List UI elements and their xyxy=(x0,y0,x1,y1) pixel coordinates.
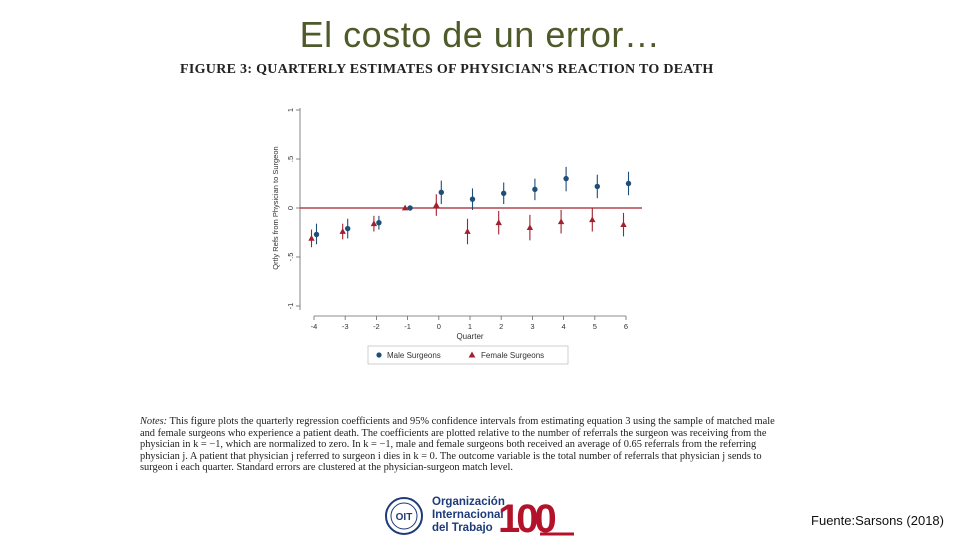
x-tick-label: -1 xyxy=(404,322,411,331)
female-point xyxy=(495,219,502,226)
y-axis-label: Qrtly Refs from Physician to Surgeon xyxy=(271,146,280,269)
male-point xyxy=(376,220,382,226)
legend-male-label: Male Surgeons xyxy=(387,351,441,360)
oit-badge-text: OIT xyxy=(396,512,413,523)
x-axis-label: Quarter xyxy=(456,332,483,341)
oit-emblem-icon: OIT xyxy=(385,497,423,535)
figure-title: FIGURE 3: QUARTERLY ESTIMATES OF PHYSICI… xyxy=(180,62,714,77)
female-point xyxy=(401,204,409,211)
y-tick-label: -1 xyxy=(286,303,295,310)
male-point xyxy=(563,175,569,182)
chart: -1 -.5 0 .5 1 -4 -3 -2 -1 0 1 2 3 4 5 6 Quarter Qrtly … xyxy=(262,88,654,378)
female-point xyxy=(620,221,627,228)
org-line-3: del Trabajo xyxy=(432,522,493,534)
x-tick-label: 5 xyxy=(593,322,597,331)
notes-label: Notes: xyxy=(140,416,168,427)
male-point xyxy=(594,183,600,190)
x-tick-label: -3 xyxy=(342,322,349,331)
x-tick-label: 3 xyxy=(530,322,534,331)
y-tick-label: .5 xyxy=(286,156,295,162)
male-point xyxy=(625,180,632,187)
plot-area xyxy=(300,100,642,312)
legend-male-marker xyxy=(376,352,382,358)
female-point xyxy=(339,228,346,234)
slide-title: El costo de un error… xyxy=(299,14,661,55)
male-point xyxy=(313,231,320,238)
male-point xyxy=(438,189,444,196)
female-point xyxy=(589,216,596,223)
female-point xyxy=(464,228,471,234)
female-point xyxy=(557,218,565,225)
female-point xyxy=(526,224,534,230)
ilo-logo: OIT Organización Internacional del Traba… xyxy=(384,492,584,540)
y-tick-label: 1 xyxy=(286,108,295,112)
centenary-logo-icon: 100 xyxy=(498,497,574,540)
x-tick-label: 2 xyxy=(499,322,503,331)
legend-female-marker xyxy=(468,351,476,358)
y-tick-label: -.5 xyxy=(286,253,295,262)
figure-notes: Notes: This figure plots the quarterly r… xyxy=(140,416,780,474)
female-point xyxy=(433,201,440,208)
org-name: Organización Internacional del Trabajo xyxy=(432,496,505,535)
male-point xyxy=(407,205,413,211)
x-tick-label: 1 xyxy=(468,322,472,331)
female-point xyxy=(308,234,315,241)
x-tick-label: -4 xyxy=(311,322,318,331)
male-point xyxy=(532,186,538,193)
org-line-2: Internacional xyxy=(432,509,504,521)
legend-box xyxy=(367,345,569,365)
x-tick-label: -2 xyxy=(373,322,380,331)
male-point xyxy=(469,196,476,202)
notes-text: This figure plots the quarterly regressi… xyxy=(140,416,775,474)
female-point xyxy=(370,220,378,227)
x-tick-label: 4 xyxy=(562,322,566,331)
source-citation: Fuente:Sarsons (2018) xyxy=(811,513,944,528)
org-line-1: Organización xyxy=(432,496,505,508)
x-tick-label: 6 xyxy=(624,322,628,331)
male-point xyxy=(345,225,351,232)
male-point xyxy=(501,190,507,196)
x-tick-label: 0 xyxy=(437,322,441,331)
legend-female-label: Female Surgeons xyxy=(481,351,544,360)
y-tick-label: 0 xyxy=(286,206,295,210)
